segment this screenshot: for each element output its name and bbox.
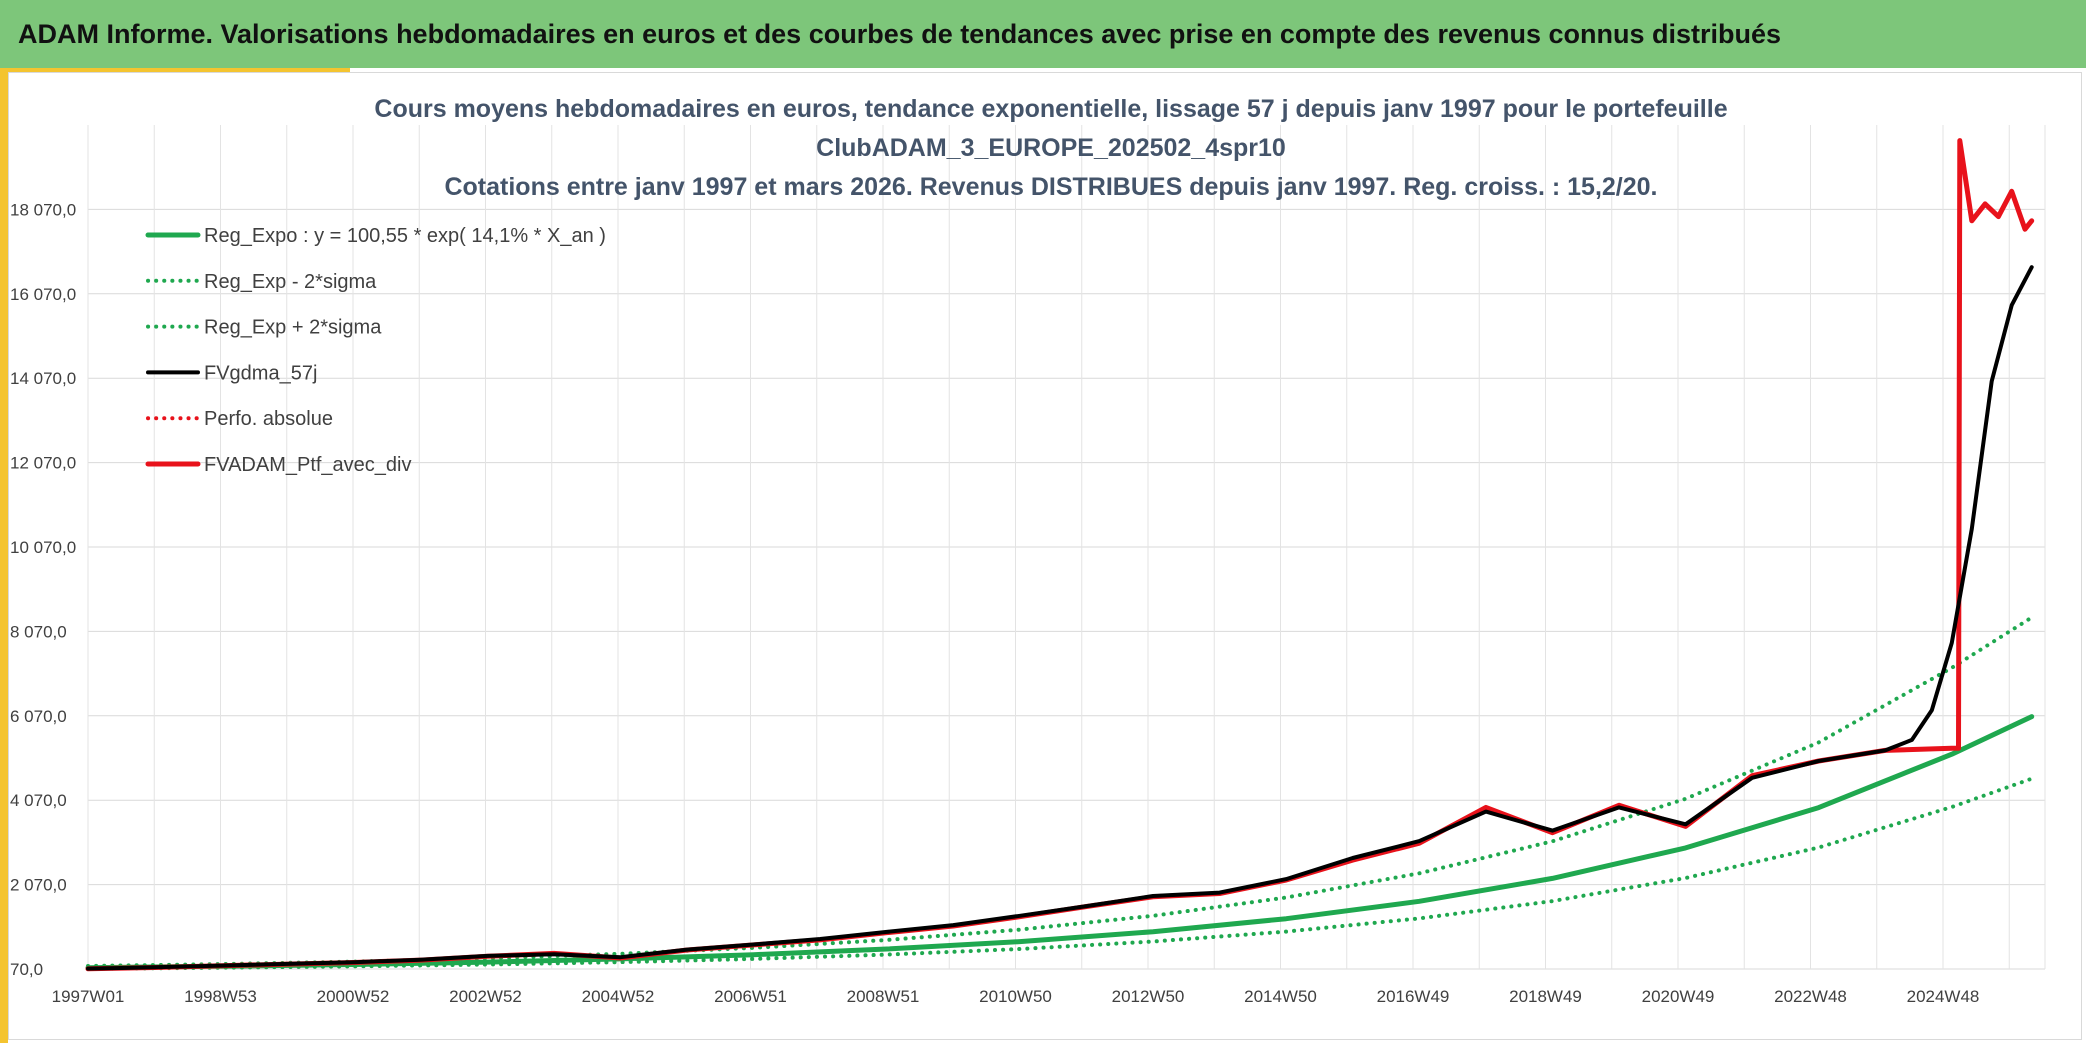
y-tick-label: 10 070,0 <box>10 538 76 557</box>
legend-label: FVgdma_57j <box>204 362 317 384</box>
x-tick-label: 2020W49 <box>1642 987 1715 1006</box>
x-tick-label: 2024W48 <box>1907 987 1980 1006</box>
report-title: ADAM Informe. Valorisations hebdomadaire… <box>18 18 1782 49</box>
legend-label: Reg_Exp - 2*sigma <box>204 271 377 293</box>
x-tick-label: 1998W53 <box>184 987 257 1006</box>
y-tick-label: 18 070,0 <box>10 200 76 219</box>
y-axis: 70,0 2 070,0 4 070,0 6 070,0 8 070,0 10 070,0… <box>10 200 76 979</box>
y-tick-label: 12 070,0 <box>10 454 76 473</box>
x-tick-label: 2018W49 <box>1509 987 1582 1006</box>
x-tick-label: 2000W52 <box>317 987 390 1006</box>
x-tick-label: 2012W50 <box>1112 987 1185 1006</box>
series-line-4 <box>86 265 2034 971</box>
series-layer <box>85 138 2035 972</box>
legend-label: FVADAM_Ptf_avec_div <box>204 454 412 476</box>
chart-grid <box>87 125 2046 970</box>
chart-title-line-3: Cotations entre janv 1997 et mars 2026. … <box>444 173 1657 201</box>
x-tick-label: 2006W51 <box>714 987 787 1006</box>
y-tick-label: 2 070,0 <box>10 876 67 895</box>
x-tick-label: 2002W52 <box>449 987 522 1006</box>
chart-title-line-1: Cours moyens hebdomadaires en euros, ten… <box>374 95 1727 123</box>
x-tick-label: 2004W52 <box>582 987 655 1006</box>
y-tick-label: 4 070,0 <box>10 791 67 810</box>
x-axis: 1997W01 1998W53 2000W52 2002W52 2004W52 2006W… <box>52 987 1980 1006</box>
y-tick-label: 8 070,0 <box>10 622 67 641</box>
accent-bar-top <box>0 68 350 72</box>
legend-label: Reg_Expo : y = 100,55 * exp( 14,1% * X_a… <box>204 225 606 247</box>
x-tick-label: 2010W50 <box>979 987 1052 1006</box>
chart-frame <box>8 72 2082 1040</box>
chart-title-line-2: ClubADAM_3_EUROPE_202502_4spr10 <box>816 134 1286 162</box>
legend-label: Perfo. absolue <box>204 408 333 430</box>
report-banner: ADAM Informe. Valorisations hebdomadaire… <box>0 0 2086 68</box>
series-line-1 <box>85 714 2035 971</box>
y-tick-label: 14 070,0 <box>10 369 76 388</box>
x-tick-label: 2008W51 <box>847 987 920 1006</box>
accent-bar-left <box>0 68 8 1043</box>
y-tick-label: 16 070,0 <box>10 285 76 304</box>
legend: Reg_Expo : y = 100,55 * exp( 14,1% * X_a… <box>145 225 606 476</box>
y-tick-label: 70,0 <box>10 960 43 979</box>
x-tick-label: 2014W50 <box>1244 987 1317 1006</box>
x-tick-label: 2022W48 <box>1774 987 1847 1006</box>
series-line-3 <box>86 615 2034 968</box>
x-tick-label: 2016W49 <box>1377 987 1450 1006</box>
series-line-6 <box>85 138 2035 972</box>
x-tick-label: 1997W01 <box>52 987 125 1006</box>
chart-title: Cours moyens hebdomadaires en euros, ten… <box>374 95 1727 201</box>
y-tick-label: 6 070,0 <box>10 707 67 726</box>
legend-label: Reg_Exp + 2*sigma <box>204 317 382 339</box>
